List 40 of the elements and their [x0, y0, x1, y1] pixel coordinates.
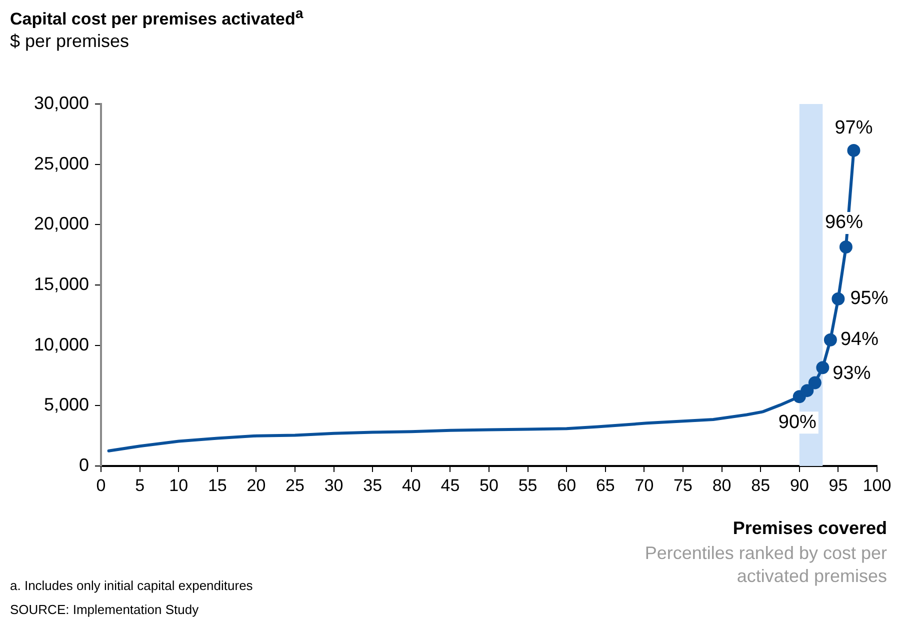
- x-tick-label: 100: [862, 476, 892, 495]
- annotation: 93%: [832, 362, 871, 384]
- x-tick-label: 55: [518, 476, 538, 495]
- x-tick-label: 20: [246, 476, 266, 495]
- text: Percentiles ranked by cost per activated premises: [644, 542, 887, 588]
- x-tick-label: 85: [751, 476, 770, 495]
- annotation: 94%: [840, 329, 879, 350]
- x-tick-label: 40: [402, 476, 421, 495]
- x-tick-label: 70: [634, 476, 654, 495]
- x-tick-label: 5: [135, 476, 145, 495]
- x-axis-title: Premises covered: [732, 518, 887, 539]
- x-tick-label: 45: [440, 476, 460, 495]
- y-tick-label: 10,000: [34, 334, 89, 354]
- y-tick-label: 25,000: [34, 153, 89, 174]
- annotation: 90%: [778, 412, 817, 433]
- chart-subtitle: $ per premises: [10, 31, 130, 52]
- annotation: 95%: [850, 288, 888, 310]
- text: a. Includes only initial capital expenditures: [10, 577, 253, 595]
- x-tick-label: 95: [828, 476, 848, 495]
- x-tick-label: 30: [324, 476, 344, 495]
- x-tick-label: 35: [363, 476, 382, 495]
- y-tick-label: 5,000: [44, 394, 89, 415]
- x-tick-label: 15: [208, 476, 227, 495]
- x-tick-label: 60: [557, 476, 576, 495]
- x-tick-label: 90: [790, 476, 809, 495]
- x-tick-label: 10: [169, 476, 188, 495]
- annotation: 97%: [834, 118, 873, 139]
- y-tick-label: 0: [78, 454, 89, 475]
- chart-title: Capital cost per premises activated$^{a}$: [10, 6, 304, 30]
- x-tick-label: 80: [712, 476, 732, 495]
- x-tick-label: 50: [480, 476, 498, 495]
- x-tick-label: 75: [674, 476, 692, 495]
- y-tick-label: 20,000: [34, 214, 89, 234]
- x-tick-label: 65: [596, 476, 615, 495]
- y-tick-label: 15,000: [34, 274, 89, 294]
- x-tick-label: 25: [286, 476, 304, 495]
- annotation: 96%: [824, 212, 864, 234]
- x-tick-label: 0: [96, 476, 106, 495]
- y-tick-label: 30,000: [34, 92, 89, 113]
- source-note: SOURCE: Implementation Study: [10, 601, 200, 617]
